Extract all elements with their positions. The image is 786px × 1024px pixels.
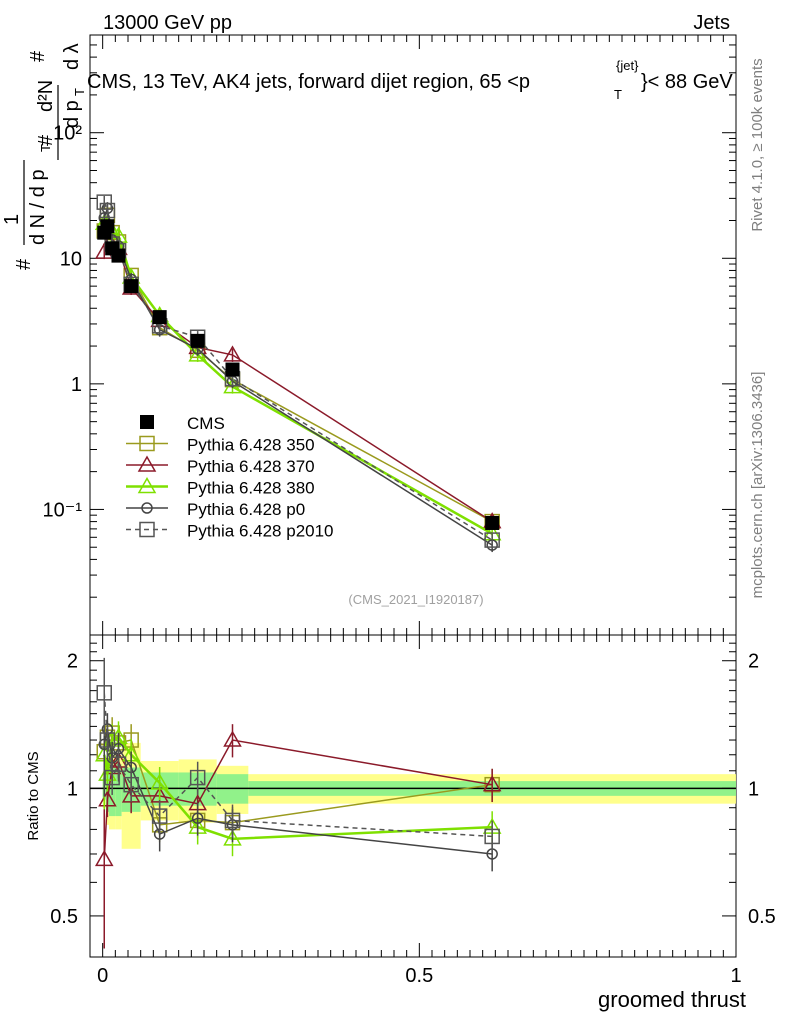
analysis-id: (CMS_2021_I1920187) <box>348 592 483 607</box>
cms-point <box>111 248 126 263</box>
legend-marker <box>140 415 154 429</box>
cms-point <box>225 362 240 377</box>
cms-point <box>152 310 167 325</box>
ratio-point <box>94 849 114 867</box>
ratio-point <box>98 738 110 751</box>
legend-label: Pythia 6.428 p0 <box>187 500 305 519</box>
ylabel-part-8: d λ <box>61 43 83 70</box>
ratio-point <box>96 685 112 701</box>
ylabel-part-1: # <box>13 258 35 270</box>
cms-point <box>124 279 139 294</box>
title-sup: {jet} <box>616 58 639 73</box>
ratio-point <box>224 812 241 829</box>
rivet-version: Rivet 4.1.0, ≥ 100k events <box>749 58 766 231</box>
x-tick-label: 0.5 <box>405 965 433 987</box>
header-left: 13000 GeV pp <box>103 12 232 34</box>
header-right: Jets <box>693 12 730 34</box>
data-point <box>96 194 112 210</box>
x-tick-label: 1 <box>730 965 741 987</box>
ratio-tick-label-left: 2 <box>67 651 78 673</box>
legend-label: CMS <box>187 414 225 433</box>
title-sub: T <box>614 87 622 102</box>
ratio-point <box>484 828 500 845</box>
ratio-point <box>123 776 139 793</box>
legend-label: Pythia 6.428 350 <box>187 436 315 455</box>
y-tick-label: 10 <box>60 248 82 270</box>
legend-label: Pythia 6.428 370 <box>187 457 315 476</box>
title-main: CMS, 13 TeV, AK4 jets, forward dijet reg… <box>87 71 530 93</box>
tick-labels: 10⁻¹ 1 10 10² 0.5 0.5 1 1 2 2 0 0.5 1 <box>43 123 776 987</box>
legend-marker <box>137 476 157 494</box>
ratio-point <box>191 812 204 824</box>
legend-marker <box>139 521 155 538</box>
title-end: }< 88 GeV <box>641 71 733 93</box>
legend-label: Pythia 6.428 p2010 <box>187 522 334 541</box>
data-point <box>99 202 116 219</box>
cms-point <box>190 333 205 348</box>
ratio-point <box>151 808 168 824</box>
data-point <box>223 345 242 362</box>
ylabel-part-9: d²N <box>35 80 57 112</box>
ratio-tick-label-right: 1 <box>748 778 759 800</box>
data-point <box>484 532 500 548</box>
ratio-y-label: Ratio to CMS <box>25 751 42 840</box>
x-axis-label: groomed thrust <box>598 987 746 1012</box>
ylabel-part-10: # <box>27 50 49 62</box>
cms-point <box>485 515 500 530</box>
axis-ticks <box>90 34 737 957</box>
ratio-point <box>99 732 116 748</box>
y-tick-label: 10⁻¹ <box>43 499 83 521</box>
cms-point <box>100 219 115 234</box>
ylabel-part-5: # <box>35 134 57 146</box>
ratio-point <box>110 756 127 772</box>
y-tick-label: 10² <box>53 123 82 145</box>
ratio-tick-label-left: 0.5 <box>50 906 78 928</box>
ratio-tick-label-right: 0.5 <box>748 906 776 928</box>
legend-marker <box>141 502 153 514</box>
legend-marker <box>139 435 155 452</box>
ratio-point <box>223 730 242 747</box>
ratio-tick-label-left: 1 <box>67 778 78 800</box>
mcplots-credit: mcplots.cern.ch [arXiv:1306.3436] <box>749 372 766 599</box>
ylabel-part-3: d N / d p <box>27 169 49 245</box>
ratio-point <box>150 773 169 790</box>
ratio-point <box>223 829 242 846</box>
ratio-tick-label-right: 2 <box>748 651 759 673</box>
main-plot-frame <box>89 34 737 636</box>
data-point <box>188 345 207 362</box>
y-axis-label: # 1 d N / d p T # d p T d λ d²N # <box>1 43 87 270</box>
plot-title: CMS, 13 TeV, AK4 jets, forward dijet reg… <box>87 58 733 102</box>
stat-unc-band <box>115 764 122 817</box>
ratio-point <box>98 790 117 807</box>
ratio-point <box>189 769 206 786</box>
legend-label: Pythia 6.428 380 <box>187 479 315 498</box>
ratio-series <box>94 657 502 949</box>
ylabel-part-2: 1 <box>1 214 23 225</box>
ylabel-part-4: T <box>38 144 53 152</box>
x-tick-label: 0 <box>97 965 108 987</box>
legend: CMS Pythia 6.428 350 Pythia 6.428 370 Pythi… <box>126 414 334 541</box>
ylabel-part-7: T <box>72 88 87 96</box>
y-tick-label: 1 <box>71 374 82 396</box>
ratio-point <box>482 775 502 792</box>
ylabel-part-6: d p <box>61 100 83 128</box>
legend-marker <box>137 455 157 472</box>
main-series <box>94 194 502 553</box>
